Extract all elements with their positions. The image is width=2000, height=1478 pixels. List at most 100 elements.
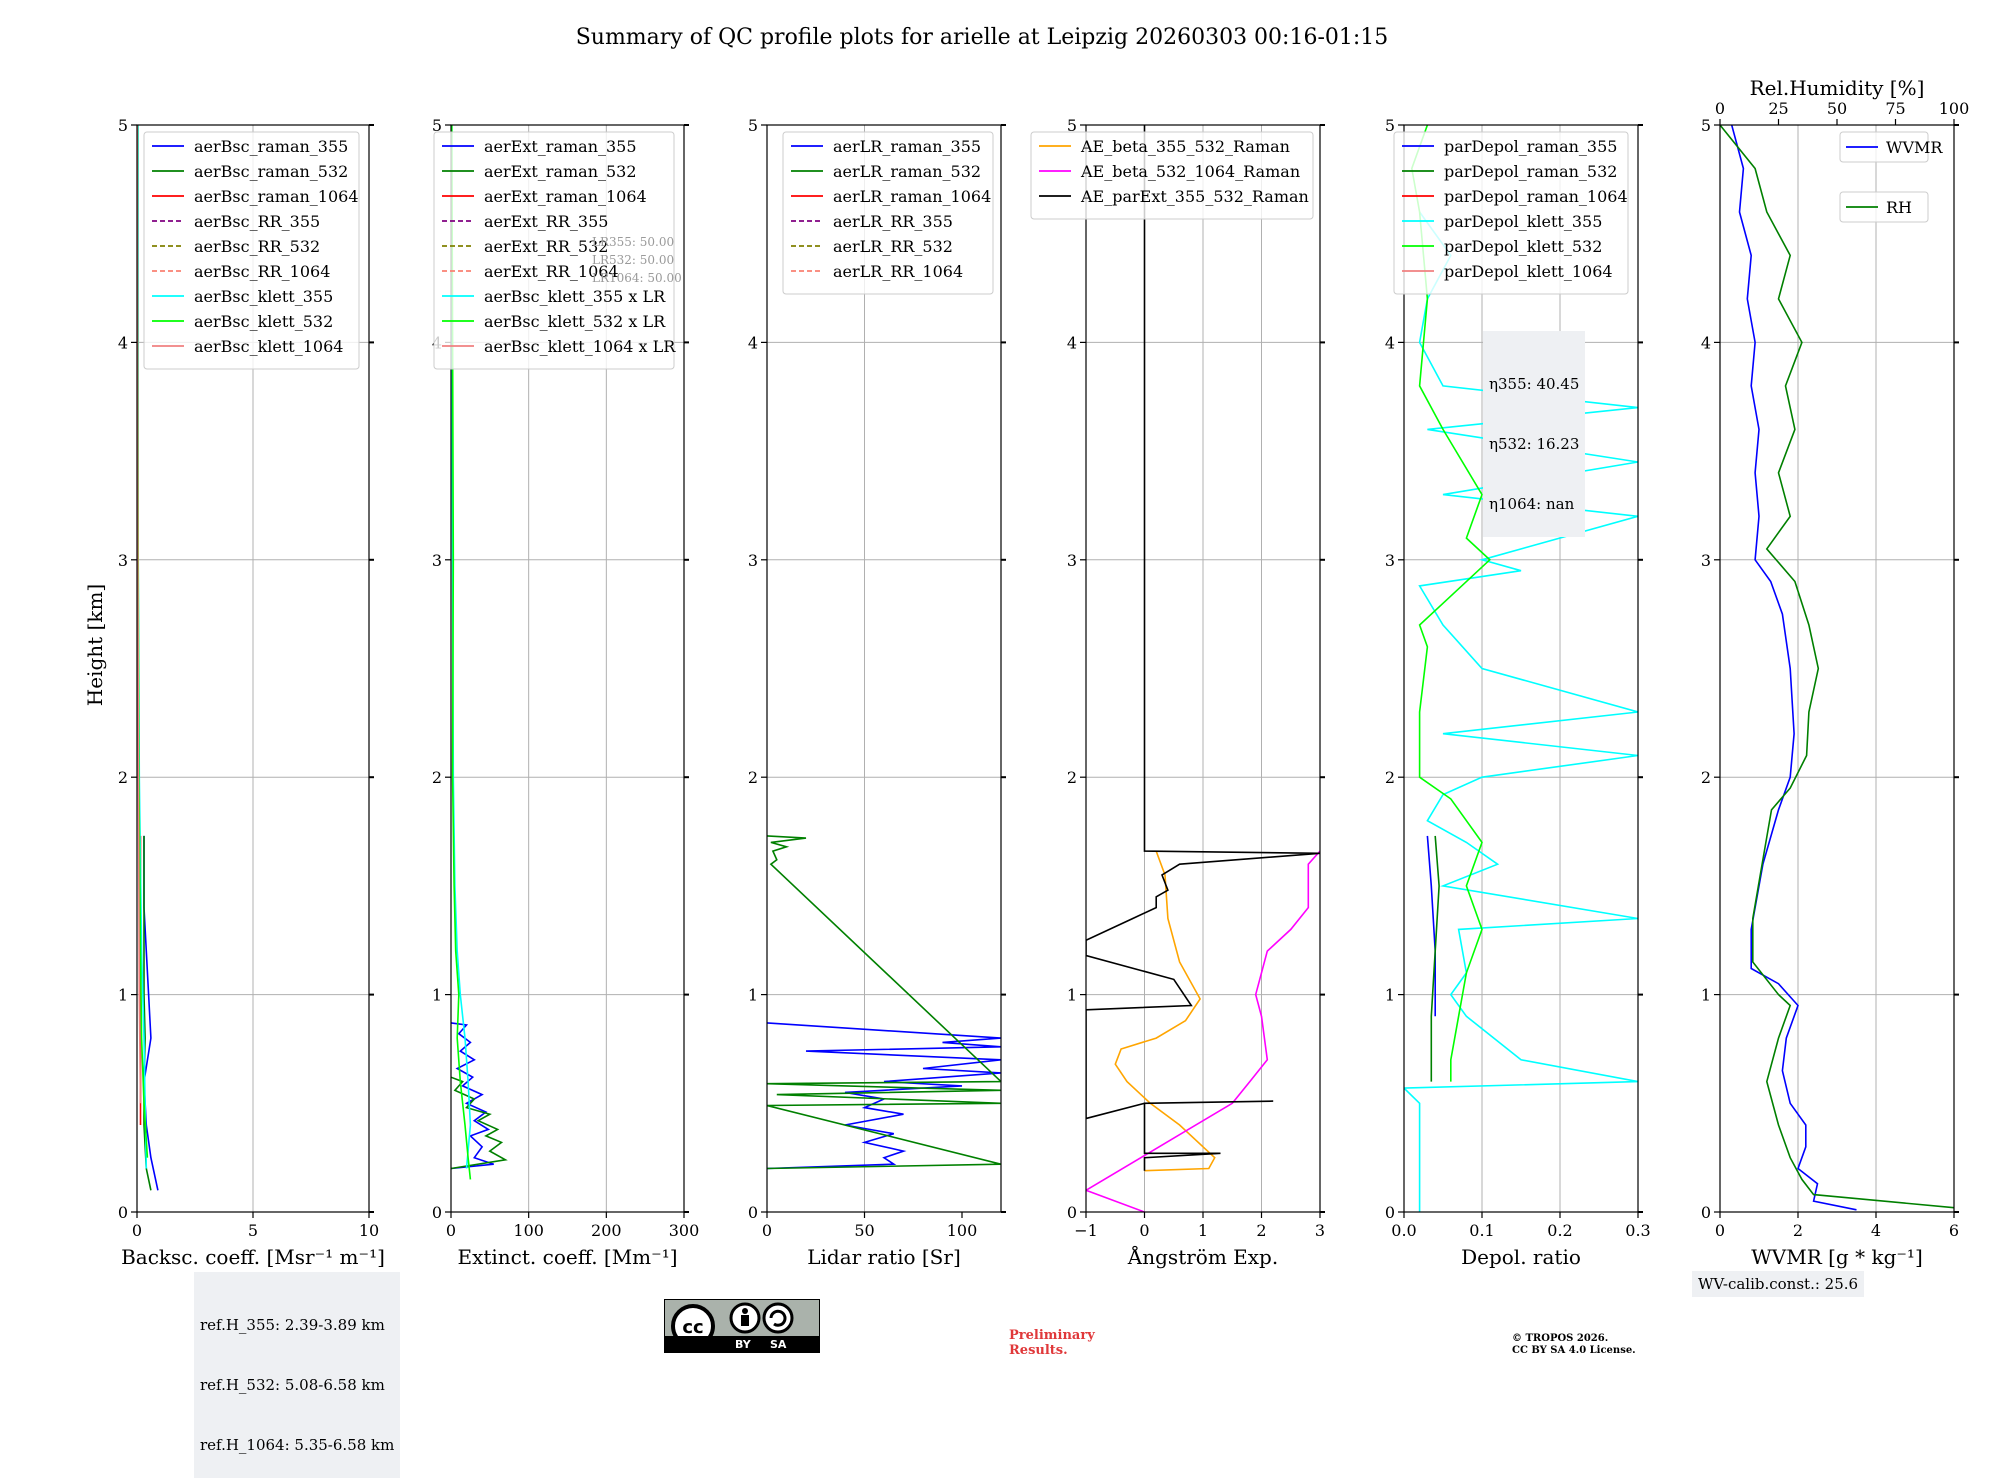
legend-entry-aerbsc-rr-532: aerBsc_RR_532	[194, 237, 320, 256]
x-tick-label: 3	[1315, 1221, 1325, 1240]
x-tick-label: 4	[1871, 1221, 1881, 1240]
ref-height-box: ref.H_355: 2.39-3.89 km ref.H_532: 5.08-…	[194, 1272, 401, 1478]
top-tick-label: 75	[1885, 99, 1905, 118]
copyright-note: © TROPOS 2026. CC BY SA 4.0 License.	[1512, 1333, 1636, 1357]
series-line-pardepol-klett-532	[1410, 125, 1491, 1082]
legend-entry-aerbsc-raman-532: aerBsc_raman_532	[194, 162, 348, 181]
legend-entry-aerbsc-klett-355: aerBsc_klett_355	[194, 287, 333, 306]
legend-box	[782, 131, 994, 295]
series-group	[137, 125, 159, 1191]
legend-entry-aerext-rr-532: aerExt_RR_532	[484, 237, 608, 256]
y-axis-label: Height [km]	[83, 584, 107, 706]
cc-badge-icons: cc	[671, 1302, 794, 1336]
legend-entry-aerext-raman-1064: aerExt_raman_1064	[484, 187, 647, 206]
series-line-aerlr-raman-355	[767, 1022, 1001, 1170]
y-tick-label: 3	[748, 551, 758, 570]
y-tick-label: 5	[1067, 116, 1077, 135]
legend-entry-pardepol-klett-532: parDepol_klett_532	[1444, 237, 1602, 256]
copyright-line-1: © TROPOS 2026.	[1512, 1333, 1609, 1344]
series-line-aerext-raman-532	[451, 1076, 508, 1170]
y-tick-label: 1	[1067, 986, 1077, 1005]
legend: parDepol_raman_355 parDepol_raman_532 parD…	[1393, 131, 1629, 295]
eta-355: η355: 40.45	[1489, 375, 1580, 393]
legend-entry-aerlr-raman-532: aerLR_raman_532	[833, 162, 981, 181]
legend-entry-aerbsc-raman-355: aerBsc_raman_355	[194, 137, 348, 156]
ref-height-532: ref.H_532: 5.08-6.58 km	[200, 1376, 385, 1394]
y-tick-label: 5	[748, 116, 758, 135]
legend-entry-aerext-rr-1064: aerExt_RR_1064	[484, 262, 619, 281]
y-tick-label: 0	[1067, 1203, 1077, 1222]
preliminary-line-2: Results.	[1009, 1343, 1068, 1358]
y-tick-label: 0	[118, 1203, 128, 1222]
panel-lidar_ratio: 0 50 100 0 1 2 3 4 5 Lidar ratio [Sr] aerLR_raman_…	[748, 116, 1006, 1269]
series-line-aerbsc-klett-1064	[137, 125, 142, 1104]
y-tick-label: 3	[432, 551, 442, 570]
eta-1064: η1064: nan	[1489, 495, 1575, 513]
x-axis-label: WVMR [g * kg⁻¹]	[1751, 1245, 1923, 1269]
cc-by-text: BY	[735, 1338, 751, 1351]
y-tick-label: 0	[432, 1203, 442, 1222]
top-axis-label: Rel.Humidity [%]	[1750, 76, 1925, 100]
x-tick-label: 0	[132, 1221, 142, 1240]
legend-entry-aerbsc-klett-1064-x-lr: aerBsc_klett_1064 x LR	[484, 337, 676, 356]
series-line-aerbsc-klett-532-x-lr	[451, 125, 472, 1180]
legend-entry-ae-parext-355-532-raman: AE_parExt_355_532_Raman	[1080, 187, 1309, 206]
axes-frame	[1403, 124, 1639, 1213]
legend-entry-aerlr-rr-355: aerLR_RR_355	[833, 212, 953, 231]
x-axis-label: Extinct. coeff. [Mm⁻¹]	[457, 1245, 677, 1269]
x-tick-label: 200	[591, 1221, 622, 1240]
y-tick-label: 5	[1701, 116, 1711, 135]
legend-entry-aerbsc-klett-532-x-lr: aerBsc_klett_532 x LR	[484, 312, 666, 331]
y-tick-label: 3	[1385, 551, 1395, 570]
x-axis-label: Depol. ratio	[1461, 1245, 1581, 1269]
y-tick-label: 5	[118, 116, 128, 135]
y-tick-label: 1	[748, 986, 758, 1005]
top-tick-label: 50	[1827, 99, 1847, 118]
legend-entry-pardepol-raman-532: parDepol_raman_532	[1444, 162, 1617, 181]
ref-height-1064: ref.H_1064: 5.35-6.58 km	[200, 1436, 395, 1454]
y-tick-label: 5	[432, 116, 442, 135]
x-tick-label: 0.1	[1469, 1221, 1494, 1240]
axes-frame	[766, 124, 1002, 1213]
copyright-line-2: CC BY SA 4.0 License.	[1512, 1345, 1636, 1356]
axes-frame	[450, 124, 685, 1213]
y-tick-label: 4	[1067, 333, 1077, 352]
y-tick-label: 4	[1385, 333, 1395, 352]
x-tick-label: 0.0	[1391, 1221, 1416, 1240]
ref-height-355: ref.H_355: 2.39-3.89 km	[200, 1316, 385, 1334]
legend-entry-aerlr-raman-1064: aerLR_raman_1064	[833, 187, 991, 206]
legend-box	[1393, 131, 1629, 295]
series-group	[1086, 125, 1320, 1212]
top-tick-label: 0	[1715, 99, 1725, 118]
y-tick-label: 0	[1701, 1203, 1711, 1222]
axes-frame	[1719, 124, 1955, 1213]
series-line-wvmr	[1730, 125, 1857, 1211]
x-tick-label: 0	[762, 1221, 772, 1240]
lr-setting-532: LR532: 50.00	[592, 253, 675, 267]
x-tick-label: 0.2	[1547, 1221, 1572, 1240]
y-tick-label: 4	[118, 333, 128, 352]
y-tick-label: 0	[748, 1203, 758, 1222]
legend-entry-ae-beta-532-1064-raman: AE_beta_532_1064_Raman	[1080, 162, 1300, 181]
x-tick-label: 0	[1715, 1221, 1725, 1240]
cc-icon	[671, 1304, 715, 1336]
legend-entry-aerlr-raman-355: aerLR_raman_355	[833, 137, 981, 156]
eta-box: η355: 40.45 η532: 16.23 η1064: nan	[1483, 331, 1586, 537]
x-tick-label: 100	[513, 1221, 544, 1240]
x-tick-label: 300	[669, 1221, 700, 1240]
y-tick-label: 1	[432, 986, 442, 1005]
series-group	[451, 125, 508, 1180]
panel-extinction: 0100200300012345Extinct. coeff. [Mm⁻¹]ae…	[432, 116, 699, 1269]
share-alike-icon	[762, 1302, 794, 1334]
y-tick-label: 1	[1385, 986, 1395, 1005]
eta-532: η532: 16.23	[1489, 435, 1580, 453]
series-line-aerext-raman-355	[451, 1022, 494, 1170]
legend-entry-pardepol-klett-355: parDepol_klett_355	[1444, 212, 1602, 231]
figure-title: Summary of QC profile plots for arielle …	[576, 25, 1389, 50]
preliminary-note: Preliminary Results.	[1009, 1328, 1095, 1358]
x-tick-label: 10	[359, 1221, 379, 1240]
series-line-ae-beta-355-532-raman	[1114, 850, 1216, 1172]
x-axis-label: Lidar ratio [Sr]	[807, 1245, 961, 1269]
series-line-ae-beta-532-1064-raman	[1086, 850, 1320, 1212]
y-tick-label: 2	[118, 768, 128, 787]
